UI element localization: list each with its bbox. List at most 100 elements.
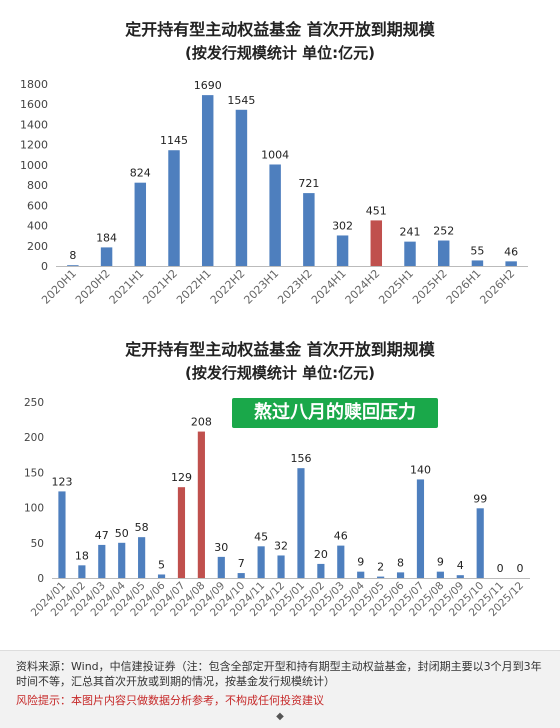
chart-1-bar-2023H1 (269, 164, 281, 266)
chart-1-data-label: 451 (366, 204, 387, 217)
chart-2-data-label: 5 (158, 558, 165, 571)
chart-2-bar-2025-04 (357, 571, 365, 578)
chart-1-xtick-label: 2024H2 (343, 267, 383, 307)
source-note: 资料来源：Wind，中信建投证券（注：包含全部定开型和持有期型主动权益基金，封闭… (16, 660, 542, 688)
chart-2-ytick-label: 0 (37, 573, 44, 585)
chart-2-data-label: 140 (410, 463, 431, 476)
chart-1-data-label: 252 (433, 225, 454, 238)
chart-2-bar-2024-06 (157, 574, 166, 578)
chart-2-data-label: 99 (473, 492, 487, 505)
chart-2-data-label: 0 (517, 562, 524, 575)
chart-1-bar-2020H1 (67, 265, 79, 266)
chart-2-bar-2024-03 (98, 544, 106, 578)
chart-2-bar-2024-11 (257, 546, 265, 578)
chart-1-title: 定开持有型主动权益基金 首次开放到期规模 (125, 20, 435, 39)
chart-2-data-label: 18 (75, 549, 89, 562)
chart-2-ytick-label: 100 (24, 503, 44, 515)
chart-2-bar-2025-03 (337, 545, 345, 578)
chart-2-bar-2024-09 (217, 556, 225, 578)
chart-2-data-label: 50 (115, 527, 129, 540)
chart-1-xtick-label: 2026H2 (477, 267, 517, 307)
chart-2-ytick-label: 200 (24, 432, 44, 444)
chart-2-bar-2024-04 (118, 542, 126, 578)
chart-1-bar-2026H2 (505, 261, 517, 266)
chart-2-bar-2024-10 (237, 573, 245, 578)
chart-1-ytick-label: 600 (27, 199, 48, 212)
chart-2-bar-2024-05 (138, 537, 146, 578)
chart-1-data-label: 1004 (261, 148, 289, 161)
chart-2-data-label: 208 (191, 416, 212, 429)
chart-2-bar-2025-09 (456, 575, 464, 578)
chart-1-bar-2021H1 (134, 182, 147, 266)
chart-2-bar-2025-06 (396, 572, 405, 578)
chart-1-ytick-label: 400 (27, 220, 48, 233)
chart-1-subtitle: (按发行规模统计 单位:亿元) (185, 44, 375, 62)
chart-1-data-label: 46 (504, 245, 518, 258)
chart-1-bar-2025H2 (437, 240, 450, 266)
chart-1-bar-2025H1 (404, 241, 416, 266)
chart-2-bar-2025-01 (297, 468, 305, 578)
chart-2-bar-2025-08 (436, 571, 444, 578)
chart-2-data-label: 2 (377, 561, 384, 574)
chart-2-data-label: 7 (238, 557, 245, 570)
chart-1-data-label: 241 (400, 226, 421, 239)
chart-1-xtick-label: 2026H1 (444, 267, 484, 307)
chart-1-xtick-label: 2025H1 (376, 267, 416, 307)
chart-1-xtick-label: 2022H2 (208, 267, 248, 307)
chart-1-xtick-label: 2021H2 (140, 267, 180, 307)
chart-2-bar-2025-10 (476, 508, 484, 578)
chart-2-ytick-label: 50 (31, 538, 44, 550)
chart-1-xtick-label: 2022H1 (174, 267, 214, 307)
chart-2-data-label: 20 (314, 548, 328, 561)
chart-2-data-label: 30 (214, 541, 228, 554)
chart-1-ytick-label: 1000 (20, 159, 48, 172)
chart-1-xtick-label: 2023H2 (275, 267, 315, 307)
chart-1: 定开持有型主动权益基金 首次开放到期规模 (按发行规模统计 单位:亿元) 0 20… (0, 0, 560, 330)
chart-1-data-label: 1545 (227, 94, 255, 107)
chart-1-ytick-label: 1800 (20, 78, 48, 91)
chart-2-data-label: 4 (457, 559, 464, 572)
chart-1-data-label: 824 (130, 167, 151, 180)
chart-1-ytick-label: 1600 (20, 98, 48, 111)
chart-1-bar-2021H2 (168, 150, 180, 266)
chart-1-bar-2022H1 (201, 95, 214, 266)
chart-1-plot: 02004006008001000120014001600180082020H1… (20, 78, 528, 307)
chart-1-bar-2023H2 (303, 193, 315, 266)
chart-1-ytick-label: 0 (41, 260, 48, 273)
chart-2-data-label: 0 (497, 562, 504, 575)
chart-1-bar-2026H1 (471, 260, 484, 266)
chart-2-data-label: 58 (135, 521, 149, 534)
chart-1-data-label: 55 (470, 244, 484, 257)
chart-2-bar-2024-08 (197, 431, 205, 578)
chart-2-annotation: 熬过八月的赎回压力 (232, 398, 438, 428)
chart-2-bar-2025-02 (317, 563, 325, 578)
chart-2-data-label: 47 (95, 529, 109, 542)
chart-2-bar-2024-07 (177, 487, 186, 578)
chart-1-data-label: 302 (332, 219, 353, 232)
chart-1-bar-2020H2 (100, 247, 113, 266)
chart-1-bar-2024H1 (336, 235, 349, 266)
chart-2-data-label: 123 (51, 475, 72, 488)
chart-2-data-label: 156 (290, 452, 311, 465)
chart-2: 定开持有型主动权益基金 首次开放到期规模 (按发行规模统计 单位:亿元) 0 50… (0, 330, 560, 650)
chart-2-data-label: 129 (171, 471, 192, 484)
chart-2-plot: 0501001502002501232024/01182024/02472024… (24, 397, 530, 619)
chart-2-data-label: 45 (254, 530, 268, 543)
chart-2-bar-2024-12 (277, 555, 285, 578)
chart-1-bar-2024H2 (370, 220, 383, 266)
chart-1-ytick-label: 200 (27, 240, 48, 253)
chart-2-data-label: 9 (357, 556, 364, 569)
risk-warning: 风险提示：本图片内容只做数据分析参考，不构成任何投资建议 (16, 694, 324, 707)
chart-2-data-label: 9 (437, 556, 444, 569)
chart-1-bar-2022H2 (235, 109, 248, 267)
chart-2-bar-2024-01 (58, 491, 66, 578)
chart-1-data-label: 8 (69, 249, 76, 262)
chart-2-data-label: 8 (397, 556, 404, 569)
chart-1-ytick-label: 800 (27, 179, 48, 192)
chart-2-data-label: 32 (274, 539, 288, 552)
footer-ornament-icon: ◆ (276, 711, 284, 722)
chart-1-xtick-label: 2020H2 (73, 267, 113, 307)
chart-1-xtick-label: 2024H1 (309, 267, 349, 307)
chart-1-xtick-label: 2023H1 (241, 267, 281, 307)
chart-1-ytick-label: 1400 (20, 118, 48, 131)
